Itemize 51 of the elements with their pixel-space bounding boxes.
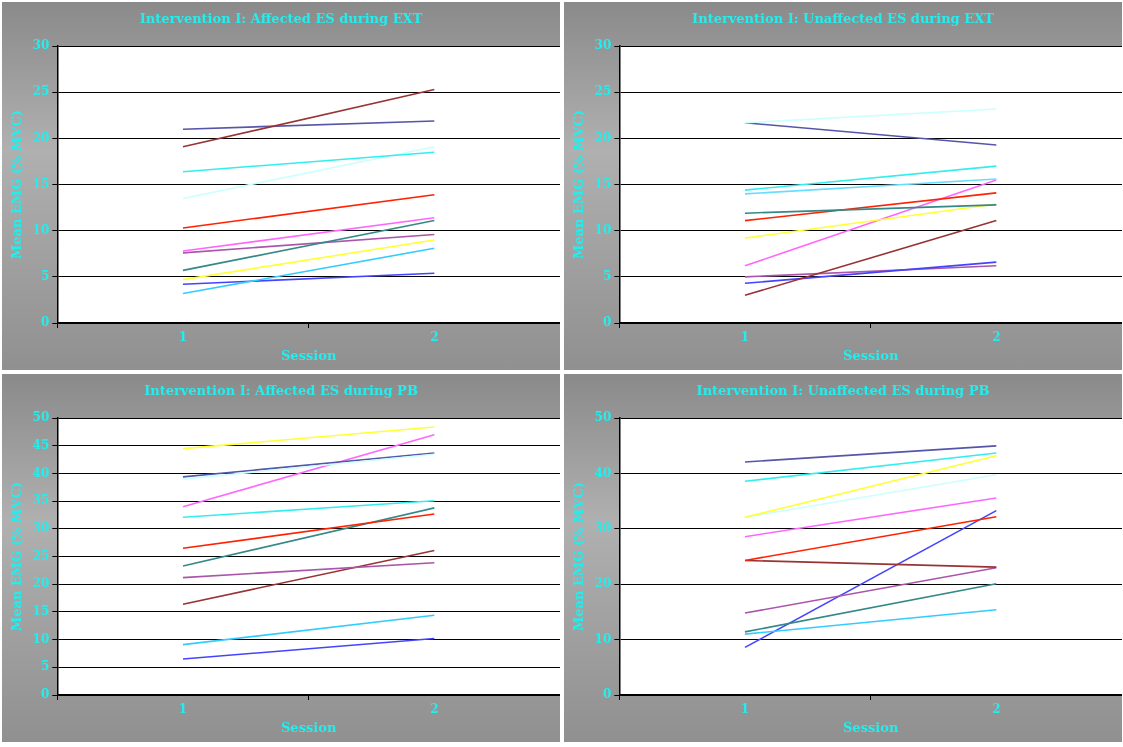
x-tick-label: 2: [430, 702, 439, 717]
chart-title: Intervention I: Unaffected ES during EXT: [691, 10, 995, 28]
y-tick-label: 50: [594, 410, 612, 425]
y-axis-title: Mean EMG (% MVC): [9, 110, 25, 260]
x-tick-label: 1: [740, 702, 750, 717]
x-axis-title: Session: [842, 347, 899, 363]
y-axis-title: Mean EMG (% MVC): [571, 110, 587, 260]
y-tick-label: 5: [40, 659, 50, 674]
y-tick-label: 15: [32, 604, 50, 619]
y-tick-label: 30: [32, 38, 50, 53]
y-tick-label: 20: [32, 130, 50, 145]
y-tick-label: 0: [602, 315, 612, 330]
chart-title: Intervention I: Affected ES during PB: [143, 382, 419, 400]
y-tick-label: 0: [40, 687, 50, 702]
chart-title: Intervention I: Affected ES during EXT: [138, 10, 424, 28]
x-tick-label: 1: [740, 330, 750, 345]
y-tick-label: 45: [32, 438, 50, 453]
x-tick-label: 2: [992, 702, 1001, 717]
y-tick-label: 50: [32, 410, 50, 425]
x-tick-label: 1: [178, 702, 188, 717]
y-tick-label: 10: [594, 222, 612, 237]
y-tick-label: 25: [32, 548, 50, 563]
y-tick-label: 5: [40, 268, 50, 283]
y-tick-label: 15: [32, 176, 50, 191]
y-tick-label: 25: [32, 84, 50, 99]
y-tick-label: 10: [32, 222, 50, 237]
y-tick-label: 0: [602, 687, 612, 702]
y-tick-label: 20: [594, 576, 612, 591]
y-tick-label: 10: [594, 631, 612, 646]
y-tick-label: 15: [594, 176, 612, 191]
y-tick-label: 20: [32, 576, 50, 591]
y-tick-label: 0: [40, 315, 50, 330]
y-tick-label: 35: [32, 493, 50, 508]
y-tick-label: 5: [602, 268, 612, 283]
y-axis-title: Mean EMG (% MVC): [9, 482, 25, 632]
chart-title: Intervention I: Unaffected ES during PB: [695, 382, 991, 400]
y-tick-label: 25: [594, 84, 612, 99]
y-tick-label: 20: [594, 130, 612, 145]
y-tick-label: 30: [594, 521, 612, 536]
y-tick-label: 40: [594, 465, 612, 480]
y-tick-label: 30: [32, 521, 50, 536]
y-axis-title: Mean EMG (% MVC): [571, 482, 587, 632]
x-tick-label: 2: [430, 330, 439, 345]
y-tick-label: 40: [32, 465, 50, 480]
y-tick-label: 30: [594, 38, 612, 53]
x-axis-title: Session: [280, 719, 337, 735]
y-tick-label: 10: [32, 631, 50, 646]
x-axis-title: Session: [280, 347, 337, 363]
x-tick-label: 1: [178, 330, 188, 345]
x-tick-label: 2: [992, 330, 1001, 345]
x-axis-title: Session: [842, 719, 899, 735]
